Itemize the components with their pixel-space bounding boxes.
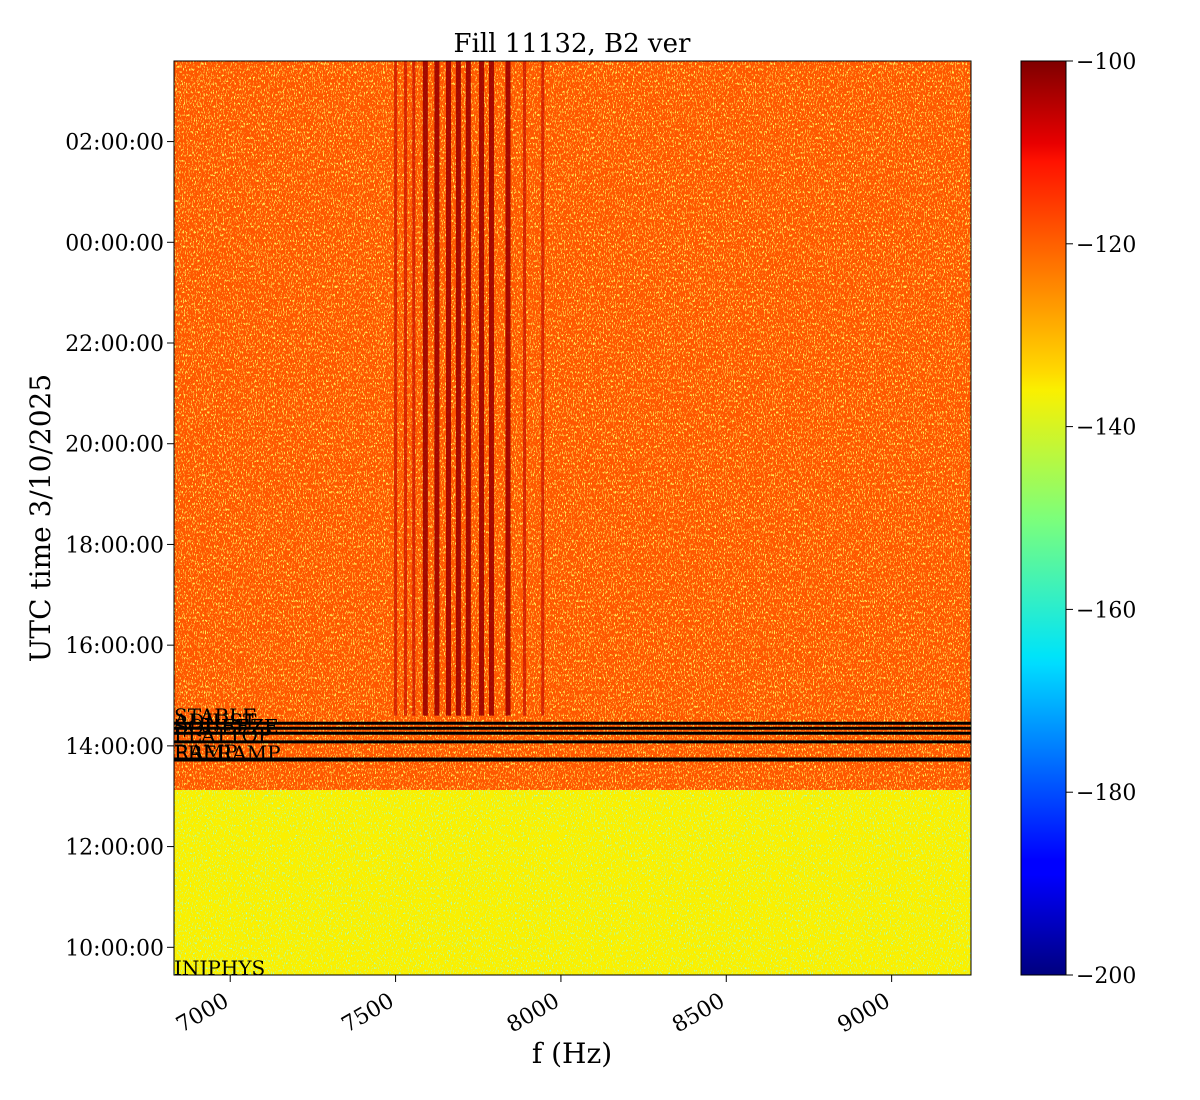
y-tick-label: 22:00:00: [65, 332, 164, 357]
y-tick-label: 00:00:00: [65, 231, 164, 256]
spectral-line: [479, 61, 485, 716]
colorbar-tick-label: −200: [1076, 964, 1136, 989]
spectral-line: [523, 61, 527, 716]
x-tick-label: 7000: [172, 989, 233, 1039]
colorbar-tick-label: −120: [1076, 233, 1136, 258]
colorbar-tick-label: −140: [1076, 416, 1136, 441]
spectral-line: [403, 61, 407, 716]
spectral-line: [541, 61, 545, 716]
x-tick-label: 7500: [338, 989, 399, 1039]
y-axis-label: UTC time 3/10/2025: [24, 374, 57, 662]
colorbar-tick-label: −100: [1076, 50, 1136, 75]
colorbar-tick-label: −160: [1076, 598, 1136, 623]
plot-frame: [173, 60, 972, 976]
y-tick-label: 18:00:00: [65, 533, 164, 558]
colorbar: −100 −120 −140 −160 −180 −200: [1020, 50, 1136, 989]
phase-label: STABLE: [174, 704, 257, 728]
phase-label: ADJUST: [173, 709, 257, 733]
phase-label: INJPHYS: [174, 956, 265, 980]
phase-label: SQUEEZE: [174, 714, 279, 738]
y-tick-label: 12:00:00: [65, 836, 164, 861]
spectral-line: [505, 61, 511, 716]
spectral-line: [465, 61, 471, 716]
colorbar-gradient: [1020, 60, 1067, 976]
spectral-line: [445, 61, 451, 716]
spectral-line: [455, 61, 461, 716]
x-tick-label: 9000: [834, 989, 895, 1039]
y-tick-label: 20:00:00: [65, 433, 164, 458]
spectral-line: [488, 61, 494, 716]
phase-markers: INJPHYSPRERAMPRAMPFLATTOPSQUEEZEADJUSTST…: [173, 704, 971, 980]
noise-texture-nobeam: [174, 790, 971, 975]
colorbar-tick-label: −180: [1076, 781, 1136, 806]
phase-label: PRERAMP: [174, 741, 281, 765]
chart-title: Fill 11132, B2 ver: [454, 29, 691, 59]
spectral-line: [434, 61, 440, 716]
x-tick-label: 8500: [668, 989, 729, 1039]
x-tick-label: 8000: [503, 989, 564, 1039]
plot-area: INJPHYSPRERAMPRAMPFLATTOPSQUEEZEADJUSTST…: [173, 61, 971, 980]
y-tick-label: 14:00:00: [65, 735, 164, 760]
colorbar-ticks: −100 −120 −140 −160 −180 −200: [1066, 50, 1136, 989]
spectral-line: [394, 61, 398, 716]
y-axis-ticks: 10:00:00 12:00:00 14:00:00 16:00:00 18:00:00…: [65, 131, 174, 961]
x-axis-ticks: 7000 7500 8000 8500 9000: [172, 975, 895, 1039]
phase-label: RAMP: [174, 740, 237, 764]
spectral-lines: [394, 61, 545, 716]
noise-texture-beam: [174, 61, 971, 790]
y-tick-label: 10:00:00: [65, 936, 164, 961]
spectral-line: [422, 61, 428, 716]
y-tick-label: 16:00:00: [65, 634, 164, 659]
y-tick-label: 02:00:00: [65, 131, 164, 156]
spectral-line: [412, 61, 416, 716]
x-axis-label: f (Hz): [532, 1037, 612, 1070]
